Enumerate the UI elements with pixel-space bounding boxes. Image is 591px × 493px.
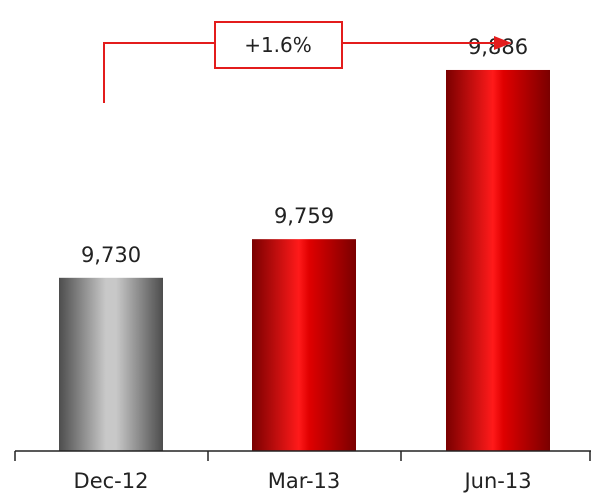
- bar-mar-13: [252, 239, 356, 451]
- x-tick-label: Dec-12: [74, 469, 149, 493]
- growth-label-box: [214, 21, 343, 69]
- value-label: 9,730: [81, 243, 141, 267]
- growth-annotation: +1.6%: [103, 21, 512, 103]
- bar-dec-12: [59, 277, 163, 451]
- x-tick-label: Jun-13: [462, 469, 531, 493]
- bars-group: [59, 69, 550, 451]
- growth-label: +1.6%: [244, 33, 312, 57]
- growth-arrow-line: [103, 42, 494, 103]
- bar-jun-13: [446, 69, 550, 451]
- value-label: 9,759: [274, 204, 334, 228]
- x-tick-label: Mar-13: [268, 469, 341, 493]
- growth-arrow-head: [494, 36, 512, 50]
- x-axis: Dec-12 Mar-13 Jun-13: [14, 450, 591, 493]
